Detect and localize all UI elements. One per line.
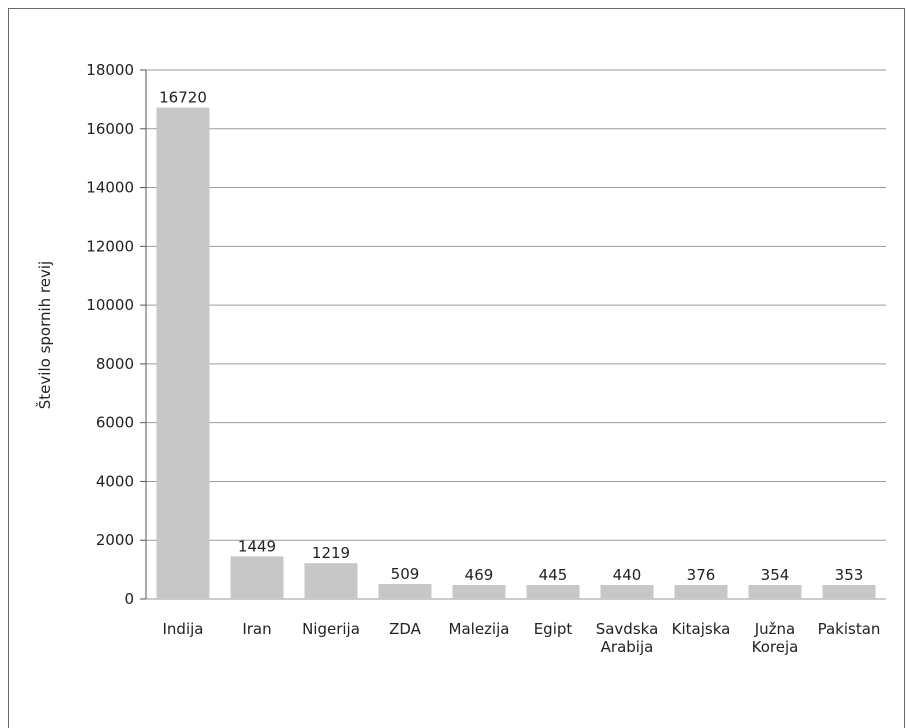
bar [230,556,284,599]
y-tick-label: 10000 [86,296,134,314]
data-labels: 16720 1449 1219 509 469 445 440 376 354 353 [159,89,863,584]
x-tick-label-line: Malezija [449,620,510,638]
x-tick-label: Pakistan [818,620,881,638]
x-tick-label: Južna Koreja [752,620,799,656]
y-tick-label: 14000 [86,179,134,197]
x-tick-label-line: ZDA [389,620,422,638]
x-tick-label-line: Nigerija [302,620,360,638]
data-label: 509 [391,565,420,583]
x-tick-label: Indija [163,620,204,638]
y-tick-label: 8000 [96,355,134,373]
x-tick-label-line: Egipt [534,620,573,638]
bar [452,585,506,599]
y-tick-labels: 0 2000 4000 6000 8000 10000 12000 14000 16000 180… [86,61,134,608]
x-tick-label: Malezija [449,620,510,638]
bar [674,585,728,599]
bar [822,585,876,599]
x-tick-label: Iran [242,620,271,638]
data-label: 354 [761,566,790,584]
gridlines [140,69,886,600]
x-tick-label-line: Arabija [601,638,654,656]
x-tick-label-line: Iran [242,620,271,638]
bar [748,585,802,599]
y-tick-label: 18000 [86,61,134,79]
data-label: 1219 [312,544,350,562]
y-tick-label: 0 [124,590,134,608]
x-tick-label: Nigerija [302,620,360,638]
data-label: 1449 [238,537,276,555]
x-tick-label: Kitajska [672,620,731,638]
y-tick-label: 2000 [96,531,134,549]
bar [526,585,580,599]
chart-frame [8,8,905,728]
x-tick-label: Savdska Arabija [596,620,659,656]
x-tick-labels: Indija Iran Nigerija ZDA Malezija Egipt Savdsk… [163,620,881,656]
data-label: 16720 [159,89,207,107]
x-tick-label: Egipt [534,620,573,638]
y-tick-label: 12000 [86,237,134,255]
y-tick-label: 4000 [96,472,134,490]
data-label: 469 [465,566,494,584]
bar [156,107,210,600]
y-tick-label: 6000 [96,414,134,432]
x-tick-label-line: Savdska [596,620,659,638]
data-label: 376 [687,566,716,584]
bar [378,584,432,599]
x-tick-label-line: Indija [163,620,204,638]
x-tick-label-line: Južna [754,620,796,638]
bar [600,585,654,599]
bar-chart: 0 2000 4000 6000 8000 10000 12000 14000 16000 180… [35,61,886,656]
y-tick-label: 16000 [86,120,134,138]
bars [156,107,876,600]
x-tick-label: ZDA [389,620,422,638]
bar [304,563,358,599]
x-tick-label-line: Kitajska [672,620,731,638]
data-label: 440 [613,566,642,584]
data-label: 353 [835,566,864,584]
x-tick-label-line: Koreja [752,638,799,656]
x-tick-label-line: Pakistan [818,620,881,638]
data-label: 445 [539,566,568,584]
y-axis-label: Število spornih revij [35,261,54,409]
